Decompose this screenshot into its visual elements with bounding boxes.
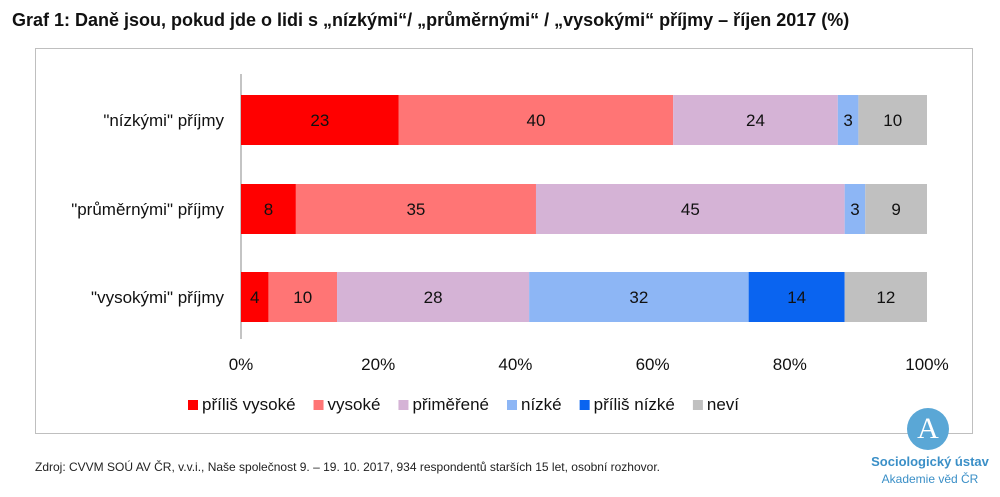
- bar-segment: [295, 184, 536, 234]
- data-label: 40: [527, 111, 546, 130]
- bar-segment: [748, 272, 845, 322]
- bar-segment: [337, 272, 530, 322]
- bar-segment: [529, 272, 749, 322]
- bar-segment: [241, 95, 399, 145]
- legend-label: příliš vysoké: [202, 395, 296, 414]
- bar-segment: [241, 184, 296, 234]
- legend-swatch: [692, 400, 703, 410]
- category-label: "vysokými" příjmy: [91, 288, 224, 307]
- data-label: 3: [850, 200, 859, 219]
- bar-segment: [858, 95, 927, 145]
- data-label: 4: [250, 288, 259, 307]
- data-label: 32: [629, 288, 648, 307]
- data-label: 9: [891, 200, 900, 219]
- x-tick-label: 100%: [905, 355, 948, 374]
- legend-label: příliš nízké: [594, 395, 675, 414]
- bar-segment: [837, 95, 859, 145]
- logo-subname: Akademie věd ČR: [881, 472, 979, 486]
- x-tick-label: 40%: [498, 355, 532, 374]
- data-label: 35: [406, 200, 425, 219]
- data-label: 10: [293, 288, 312, 307]
- logo-name: Sociologický ústav: [871, 454, 989, 469]
- legend-swatch: [579, 400, 590, 410]
- x-tick-label: 80%: [773, 355, 807, 374]
- x-tick-label: 20%: [361, 355, 395, 374]
- category-label: "nízkými" příjmy: [103, 111, 224, 130]
- data-label: 3: [843, 111, 852, 130]
- source-note: Zdroj: CVVM SOÚ AV ČR, v.v.i., Naše spol…: [35, 460, 660, 474]
- data-label: 14: [787, 288, 806, 307]
- bar-segment: [398, 95, 674, 145]
- data-label: 8: [264, 200, 273, 219]
- legend-swatch: [398, 400, 409, 410]
- legend-label: neví: [707, 395, 739, 414]
- stacked-bar-chart: "nízkými" příjmy 23 40 24 3 10 "průměrnými" př…: [71, 74, 949, 414]
- legend-swatch: [313, 400, 324, 410]
- logo-emblem: A: [907, 408, 949, 450]
- bar-segment: [535, 184, 845, 234]
- legend-label: nízké: [521, 395, 562, 414]
- chart-title: Graf 1: Daně jsou, pokud jde o lidi s „n…: [12, 10, 850, 30]
- bar-segment: [865, 184, 927, 234]
- logo-letter: A: [917, 412, 939, 445]
- data-label: 45: [681, 200, 700, 219]
- data-label: 23: [310, 111, 329, 130]
- bar-segment: [673, 95, 838, 145]
- bar-segment: [844, 184, 866, 234]
- bar-segment: [241, 272, 269, 322]
- data-label: 24: [746, 111, 765, 130]
- data-label: 10: [883, 111, 902, 130]
- bar-segment: [268, 272, 338, 322]
- chart-area: "nízkými" příjmy 23 40 24 3 10 "průměrnými" př…: [35, 48, 973, 434]
- x-tick-label: 0%: [229, 355, 254, 374]
- data-label: 28: [424, 288, 443, 307]
- institute-logo: A Sociologický ústav Akademie věd ČR: [860, 408, 1000, 494]
- legend-swatch: [507, 400, 517, 410]
- legend-swatch: [188, 400, 198, 410]
- bar-segment: [844, 272, 927, 322]
- category-label: "průměrnými" příjmy: [71, 200, 224, 219]
- x-tick-label: 60%: [636, 355, 670, 374]
- data-label: 12: [876, 288, 895, 307]
- legend-label: přiměřené: [412, 395, 489, 414]
- legend-label: vysoké: [328, 395, 381, 414]
